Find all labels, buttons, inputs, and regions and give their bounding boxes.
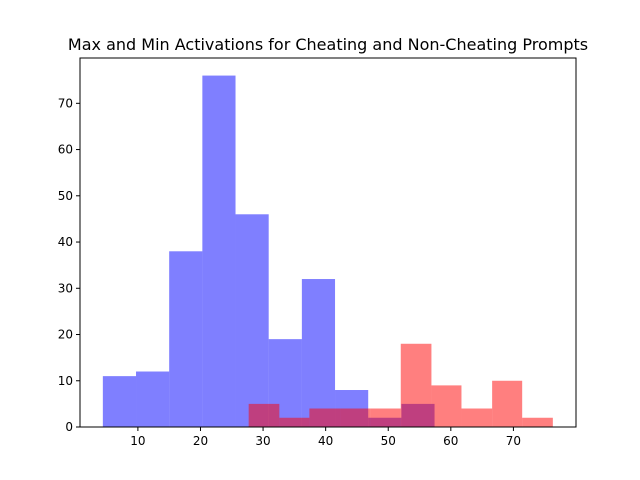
x-tick-label-3: 40 [318, 434, 333, 448]
histogram-bar-series-1-bin-4 [370, 408, 401, 427]
x-tick-label-0: 10 [130, 434, 145, 448]
x-tick-label-6: 70 [506, 434, 521, 448]
y-tick-label-4: 40 [58, 235, 73, 249]
histogram-bar-series-1-bin-5 [400, 343, 432, 427]
y-tick-label-0: 0 [65, 420, 73, 434]
histogram-bar-series-1-bin-0 [248, 403, 280, 427]
y-tick-label-5: 50 [58, 189, 73, 203]
histogram-bar-series-0-bin-4 [235, 214, 269, 427]
histogram-bar-series-1-bin-7 [461, 408, 493, 427]
histogram-bar-series-1-bin-8 [492, 380, 523, 427]
histogram-bar-series-0-bin-0 [102, 376, 137, 427]
histogram-bar-series-1-bin-9 [522, 417, 553, 427]
x-tick-label-4: 50 [381, 434, 396, 448]
histogram-bar-series-0-bin-6 [301, 279, 336, 427]
x-tick-label-5: 60 [443, 434, 458, 448]
histogram-bar-series-0-bin-3 [202, 75, 236, 428]
histogram-bar-series-0-bin-2 [169, 251, 203, 427]
x-tick-label-2: 30 [255, 434, 270, 448]
y-tick-label-1: 10 [58, 374, 73, 388]
y-tick-label-3: 30 [58, 281, 73, 295]
y-tick-label-7: 70 [58, 96, 73, 110]
axes-layer: 10 20 30 40 50 60 70 0 10 20 30 40 50 60 70 [58, 57, 577, 448]
histogram-bar-series-1-bin-6 [431, 385, 462, 427]
chart-title: Max and Min Activations for Cheating and… [68, 35, 588, 54]
y-tick-label-2: 20 [58, 328, 73, 342]
histogram-bar-series-1-bin-3 [340, 408, 371, 427]
x-tick-label-1: 20 [193, 434, 208, 448]
bars-layer [102, 75, 553, 428]
histogram-bar-series-0-bin-1 [136, 371, 170, 427]
y-tick-label-6: 60 [58, 143, 73, 157]
histogram-bar-series-1-bin-1 [279, 417, 310, 427]
histogram-bar-series-1-bin-2 [309, 408, 341, 427]
